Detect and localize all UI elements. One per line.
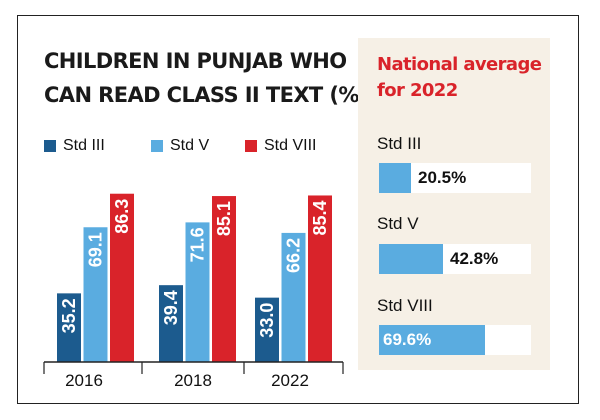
x-tick-label-2018: 2018 xyxy=(174,371,212,390)
x-tick-label-2016: 2016 xyxy=(65,371,103,390)
legend-swatch-std-iii xyxy=(44,140,56,152)
bar-label-std-v-2022: 66.2 xyxy=(284,238,304,273)
bar-label-std-viii-2022: 85.4 xyxy=(310,200,330,235)
national-bar-track-std-v: 42.8% xyxy=(379,244,531,274)
legend-item-std-v: Std V xyxy=(151,137,209,155)
chart-title-line-2: CAN READ CLASS II TEXT (%) xyxy=(44,83,368,107)
national-label-std-iii: Std III xyxy=(377,134,422,153)
legend-label-std-viii: Std VIII xyxy=(264,137,317,154)
bar-label-std-viii-2018: 85.1 xyxy=(214,201,234,236)
bar-std-v-2022 xyxy=(281,232,306,362)
national-label-std-v: Std V xyxy=(377,214,419,233)
bar-std-v-2018 xyxy=(185,222,210,362)
bar-label-std-viii-2016: 86.3 xyxy=(112,199,132,234)
national-average-title-line-2: for 2022 xyxy=(377,80,458,101)
legend-item-std-viii: Std VIII xyxy=(245,137,316,155)
bar-label-std-v-2018: 71.6 xyxy=(188,227,208,262)
bar-std-viii-2022 xyxy=(308,195,332,362)
bar-std-iii-2016 xyxy=(57,293,81,362)
legend-item-std-iii: Std III xyxy=(44,137,105,155)
national-bar-std-v xyxy=(379,244,443,274)
bar-label-std-iii-2016: 35.2 xyxy=(59,298,79,333)
national-bar-std-iii xyxy=(379,163,411,193)
national-label-std-viii: Std VIII xyxy=(377,296,433,315)
bar-label-std-iii-2018: 39.4 xyxy=(161,290,181,325)
bar-std-viii-2018 xyxy=(212,196,236,362)
national-value-std-v: 42.8% xyxy=(450,249,499,268)
bar-std-iii-2022 xyxy=(255,297,279,362)
national-average-title-line-1: National average xyxy=(377,54,542,75)
x-tick-label-2022: 2022 xyxy=(271,371,309,390)
national-average-title: National average for 2022 xyxy=(377,52,547,104)
national-value-std-iii: 20.5% xyxy=(418,168,467,187)
national-bar-track-std-iii: 20.5% xyxy=(379,163,531,193)
national-average-panel: National average for 2022 Std III 20.5% … xyxy=(358,38,550,370)
national-value-std-viii: 69.6% xyxy=(383,330,432,349)
bar-label-std-v-2016: 69.1 xyxy=(86,232,106,267)
bar-label-std-iii-2022: 33.0 xyxy=(257,303,277,338)
chart-title-line-1: CHILDREN IN PUNJAB WHO xyxy=(44,49,347,73)
legend-swatch-std-viii xyxy=(245,140,257,152)
legend-label-std-iii: Std III xyxy=(63,137,105,154)
bar-std-v-2016 xyxy=(83,227,108,362)
legend-swatch-std-v xyxy=(151,140,163,152)
chart-title: CHILDREN IN PUNJAB WHO CAN READ CLASS II… xyxy=(44,44,368,112)
bar-std-viii-2016 xyxy=(110,193,134,362)
national-bar-track-std-viii: 69.6% xyxy=(379,325,531,355)
national-bar-std-viii xyxy=(379,325,485,355)
bar-std-iii-2018 xyxy=(159,285,183,362)
legend-label-std-v: Std V xyxy=(170,137,210,154)
